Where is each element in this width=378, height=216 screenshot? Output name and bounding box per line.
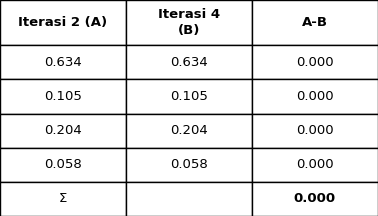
Text: 0.634: 0.634 xyxy=(170,56,208,69)
Bar xyxy=(126,182,252,216)
Text: 0.204: 0.204 xyxy=(44,124,82,137)
Bar xyxy=(126,114,252,148)
Text: 0.000: 0.000 xyxy=(294,192,336,205)
Bar xyxy=(252,114,378,148)
Bar xyxy=(252,79,378,114)
Bar xyxy=(0,182,126,216)
Bar xyxy=(252,182,378,216)
Text: 0.105: 0.105 xyxy=(44,90,82,103)
Text: A-B: A-B xyxy=(302,16,328,29)
Text: Σ: Σ xyxy=(59,192,67,205)
Text: 0.000: 0.000 xyxy=(296,124,334,137)
Text: 0.058: 0.058 xyxy=(170,158,208,171)
Bar xyxy=(0,79,126,114)
Text: 0.204: 0.204 xyxy=(170,124,208,137)
Text: Iterasi 2 (A): Iterasi 2 (A) xyxy=(19,16,107,29)
Text: 0.000: 0.000 xyxy=(296,158,334,171)
Bar xyxy=(252,0,378,45)
Text: 0.058: 0.058 xyxy=(44,158,82,171)
Text: 0.000: 0.000 xyxy=(296,90,334,103)
Bar xyxy=(0,114,126,148)
Bar xyxy=(126,79,252,114)
Bar xyxy=(252,45,378,79)
Bar xyxy=(0,45,126,79)
Text: 0.000: 0.000 xyxy=(296,56,334,69)
Bar xyxy=(252,148,378,182)
Bar xyxy=(126,0,252,45)
Bar xyxy=(126,45,252,79)
Text: 0.105: 0.105 xyxy=(170,90,208,103)
Text: 0.634: 0.634 xyxy=(44,56,82,69)
Bar xyxy=(126,148,252,182)
Bar xyxy=(0,0,126,45)
Text: Iterasi 4
(B): Iterasi 4 (B) xyxy=(158,8,220,37)
Bar xyxy=(0,148,126,182)
